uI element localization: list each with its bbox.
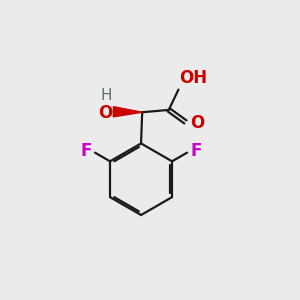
Text: O: O [98,104,112,122]
Text: F: F [80,142,92,160]
Text: F: F [190,142,202,160]
Text: O: O [190,114,205,132]
Polygon shape [113,107,142,117]
Text: H: H [101,88,112,103]
Text: OH: OH [180,69,208,87]
